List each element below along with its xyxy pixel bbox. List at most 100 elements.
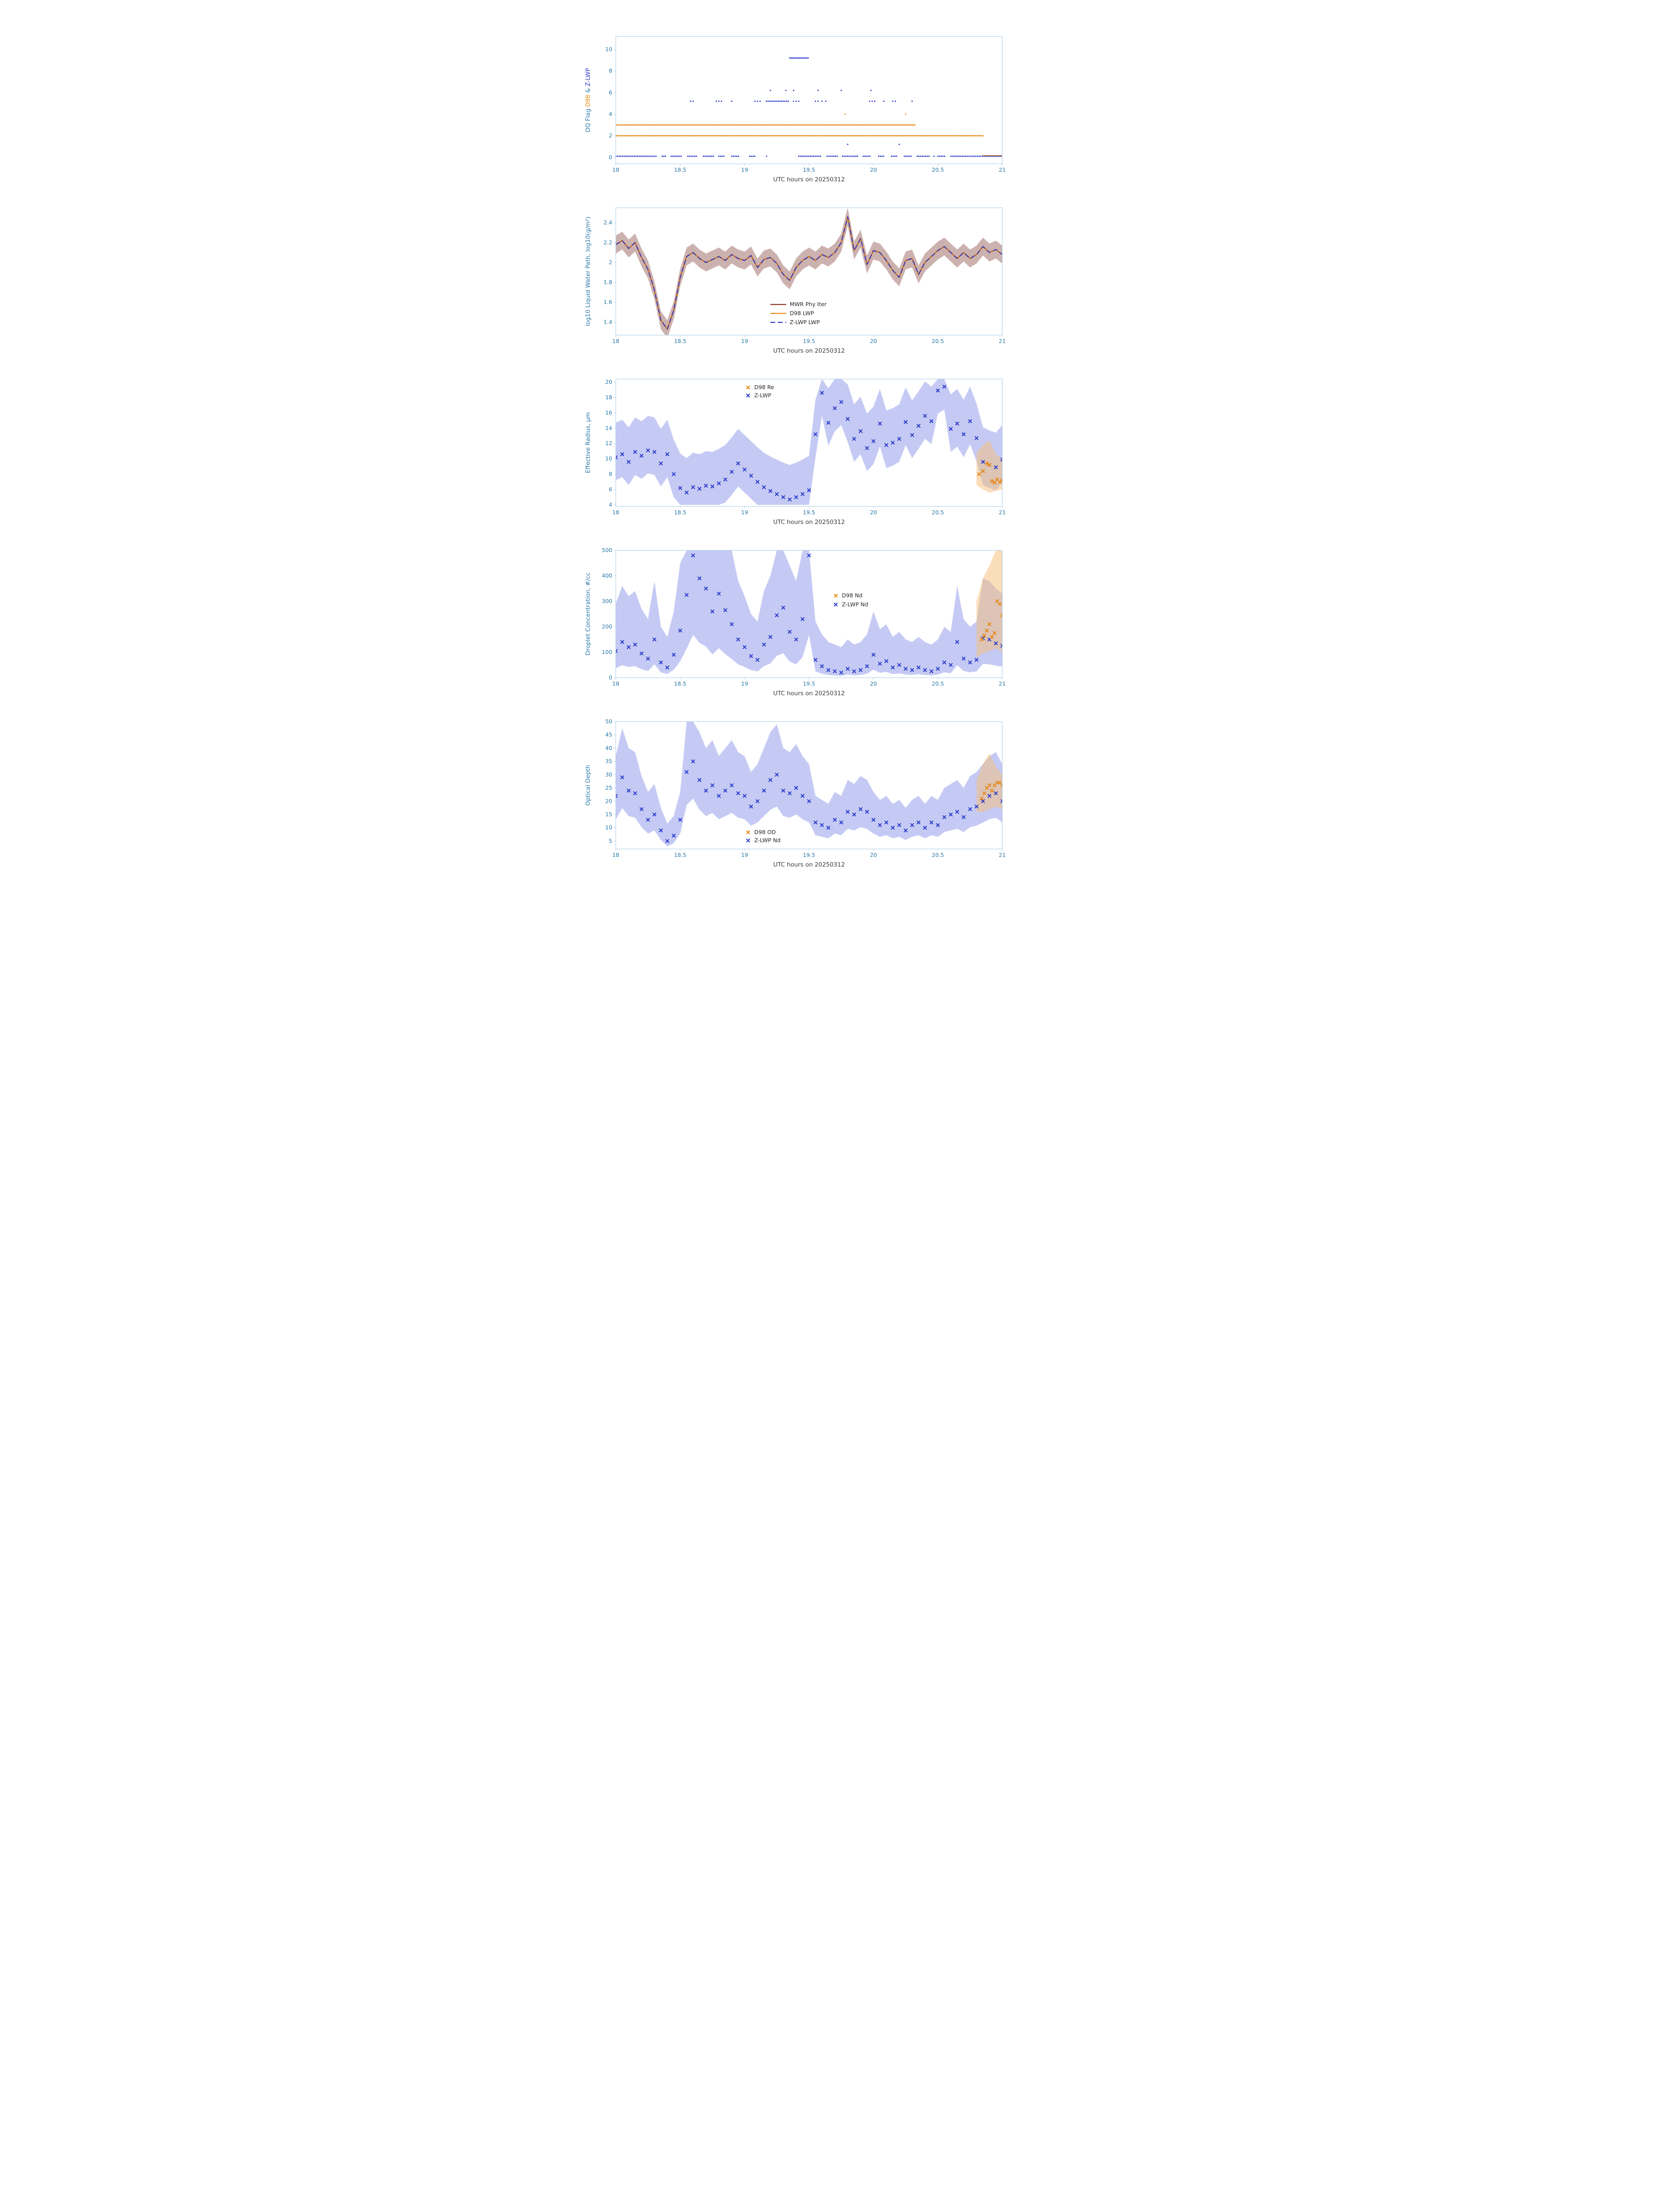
svg-text:D98 Re: D98 Re (754, 384, 774, 390)
svg-text:UTC hours on 20250312: UTC hours on 20250312 (773, 690, 845, 697)
svg-text:18: 18 (605, 394, 612, 401)
svg-text:Z-LWP: Z-LWP (754, 392, 771, 399)
optical-depth-chart: 18 18.5 19 19.5 20 20.5 21 5 10 15 20 25 30 35 40 45 50 U… (585, 718, 1006, 868)
svg-text:8: 8 (609, 471, 612, 477)
svg-text:30: 30 (605, 771, 612, 778)
svg-text:21: 21 (999, 509, 1006, 516)
svg-text:2.4: 2.4 (603, 219, 612, 226)
svg-text:2.2: 2.2 (603, 239, 612, 246)
svg-text:500: 500 (602, 547, 612, 553)
svg-text:UTC hours on 20250312: UTC hours on 20250312 (773, 176, 845, 183)
svg-text:10: 10 (605, 824, 612, 831)
svg-text:Optical Depth: Optical Depth (585, 765, 592, 805)
svg-text:18: 18 (612, 852, 619, 858)
svg-text:20: 20 (870, 680, 877, 687)
svg-text:19: 19 (741, 680, 748, 687)
svg-text:1.6: 1.6 (603, 299, 612, 305)
liquid-water-path-chart: 18 18.5 19 19.5 20 20.5 21 1.4 1.6 1.8 2 2.2 2.4 UTC … (585, 207, 1006, 354)
svg-text:4: 4 (609, 502, 612, 508)
svg-text:16: 16 (605, 409, 612, 416)
svg-text:2: 2 (609, 259, 612, 266)
svg-text:18.5: 18.5 (674, 509, 686, 516)
svg-text:400: 400 (602, 572, 612, 579)
effective-radius-chart: 18 18.5 19 19.5 20 20.5 21 4 6 8 10 12 14 16 18 20 UTC h… (585, 379, 1006, 526)
svg-text:19: 19 (741, 852, 748, 858)
svg-text:20: 20 (605, 798, 612, 804)
svg-text:25: 25 (605, 784, 612, 791)
svg-text:8: 8 (609, 68, 612, 74)
svg-text:D98 Nd: D98 Nd (842, 592, 863, 599)
svg-text:20: 20 (870, 509, 877, 516)
svg-text:0: 0 (609, 674, 612, 681)
dq-flag-chart: 18 18.5 19 19.5 20 20.5 21 0 2 4 6 8 10 UTC hours on … (585, 36, 1006, 183)
svg-text:14: 14 (605, 425, 612, 431)
svg-text:18: 18 (612, 680, 619, 687)
svg-text:200: 200 (602, 623, 612, 630)
svg-text:20.5: 20.5 (932, 338, 944, 344)
svg-text:UTC hours on 20250312: UTC hours on 20250312 (773, 347, 845, 354)
svg-text:MWR Phy Iter: MWR Phy Iter (790, 301, 827, 307)
svg-text:100: 100 (602, 649, 612, 655)
svg-text:20: 20 (870, 852, 877, 858)
svg-text:20.5: 20.5 (932, 166, 944, 173)
svg-text:19: 19 (741, 338, 748, 344)
svg-text:18: 18 (612, 338, 619, 344)
svg-text:6: 6 (609, 89, 612, 96)
svg-text:DQ Flag D98 & Z-LWP: DQ Flag D98 & Z-LWP (585, 68, 592, 132)
svg-text:18.5: 18.5 (674, 166, 686, 173)
svg-text:Droplet Concentration, #/cc: Droplet Concentration, #/cc (585, 573, 592, 656)
svg-text:18.5: 18.5 (674, 338, 686, 344)
svg-text:21: 21 (999, 680, 1006, 687)
multi-panel-figure: 18 18.5 19 19.5 20 20.5 21 0 2 4 6 8 10 UTC hours on … (560, 0, 1120, 889)
svg-text:19.5: 19.5 (803, 166, 815, 173)
panel-droplet-concentration: 18 18.5 19 19.5 20 20.5 21 0 100 200 300 400 500 UTC … (560, 538, 1120, 709)
panel-optical-depth: 18 18.5 19 19.5 20 20.5 21 5 10 15 20 25 30 35 40 45 50 U… (560, 709, 1120, 881)
svg-text:D98 OD: D98 OD (754, 829, 776, 835)
svg-text:20.5: 20.5 (932, 852, 944, 858)
svg-text:45: 45 (605, 731, 612, 738)
svg-text:D98 LWP: D98 LWP (790, 310, 814, 317)
svg-text:20.5: 20.5 (932, 680, 944, 687)
svg-text:35: 35 (605, 758, 612, 765)
svg-text:50: 50 (605, 718, 612, 725)
svg-text:2: 2 (609, 132, 612, 139)
panel-dq-flag: 18 18.5 19 19.5 20 20.5 21 0 2 4 6 8 10 UTC hours on … (560, 24, 1120, 195)
svg-text:6: 6 (609, 486, 612, 493)
svg-text:18: 18 (612, 166, 619, 173)
svg-text:0: 0 (609, 154, 612, 160)
svg-text:5: 5 (609, 838, 612, 844)
panel-effective-radius: 18 18.5 19 19.5 20 20.5 21 4 6 8 10 12 14 16 18 20 UTC h… (560, 367, 1120, 538)
svg-text:18.5: 18.5 (674, 680, 686, 687)
svg-text:19.5: 19.5 (803, 509, 815, 516)
svg-text:4: 4 (609, 111, 612, 117)
svg-text:21: 21 (999, 852, 1006, 858)
svg-text:20: 20 (870, 166, 877, 173)
droplet-concentration-chart: 18 18.5 19 19.5 20 20.5 21 0 100 200 300 400 500 UTC … (585, 547, 1006, 697)
svg-text:Z-LWP LWP: Z-LWP LWP (790, 319, 820, 325)
svg-text:21: 21 (999, 166, 1006, 173)
svg-text:1.4: 1.4 (603, 319, 612, 325)
svg-text:20: 20 (605, 379, 612, 385)
svg-text:log10 Liquid Water Path, log10: log10 Liquid Water Path, log10(g/m²) (585, 217, 592, 326)
svg-text:1.8: 1.8 (603, 279, 612, 285)
svg-text:19.5: 19.5 (803, 852, 815, 858)
svg-text:19.5: 19.5 (803, 680, 815, 687)
svg-text:19: 19 (741, 509, 748, 516)
svg-text:UTC hours on 20250312: UTC hours on 20250312 (773, 861, 845, 868)
svg-text:15: 15 (605, 811, 612, 817)
svg-text:10: 10 (605, 46, 612, 52)
svg-text:19.5: 19.5 (803, 338, 815, 344)
svg-text:20.5: 20.5 (932, 509, 944, 516)
svg-text:19: 19 (741, 166, 748, 173)
svg-text:300: 300 (602, 598, 612, 604)
svg-text:18.5: 18.5 (674, 852, 686, 858)
svg-text:18: 18 (612, 509, 619, 516)
svg-text:20: 20 (870, 338, 877, 344)
svg-text:10: 10 (605, 455, 612, 462)
svg-text:Z-LWP Nd: Z-LWP Nd (842, 601, 868, 608)
svg-text:UTC hours on 20250312: UTC hours on 20250312 (773, 519, 845, 526)
svg-text:40: 40 (605, 744, 612, 751)
svg-text:Effective Radius, μm: Effective Radius, μm (585, 412, 592, 473)
svg-text:21: 21 (999, 338, 1006, 344)
svg-text:Z-LWP Nd: Z-LWP Nd (754, 837, 780, 844)
